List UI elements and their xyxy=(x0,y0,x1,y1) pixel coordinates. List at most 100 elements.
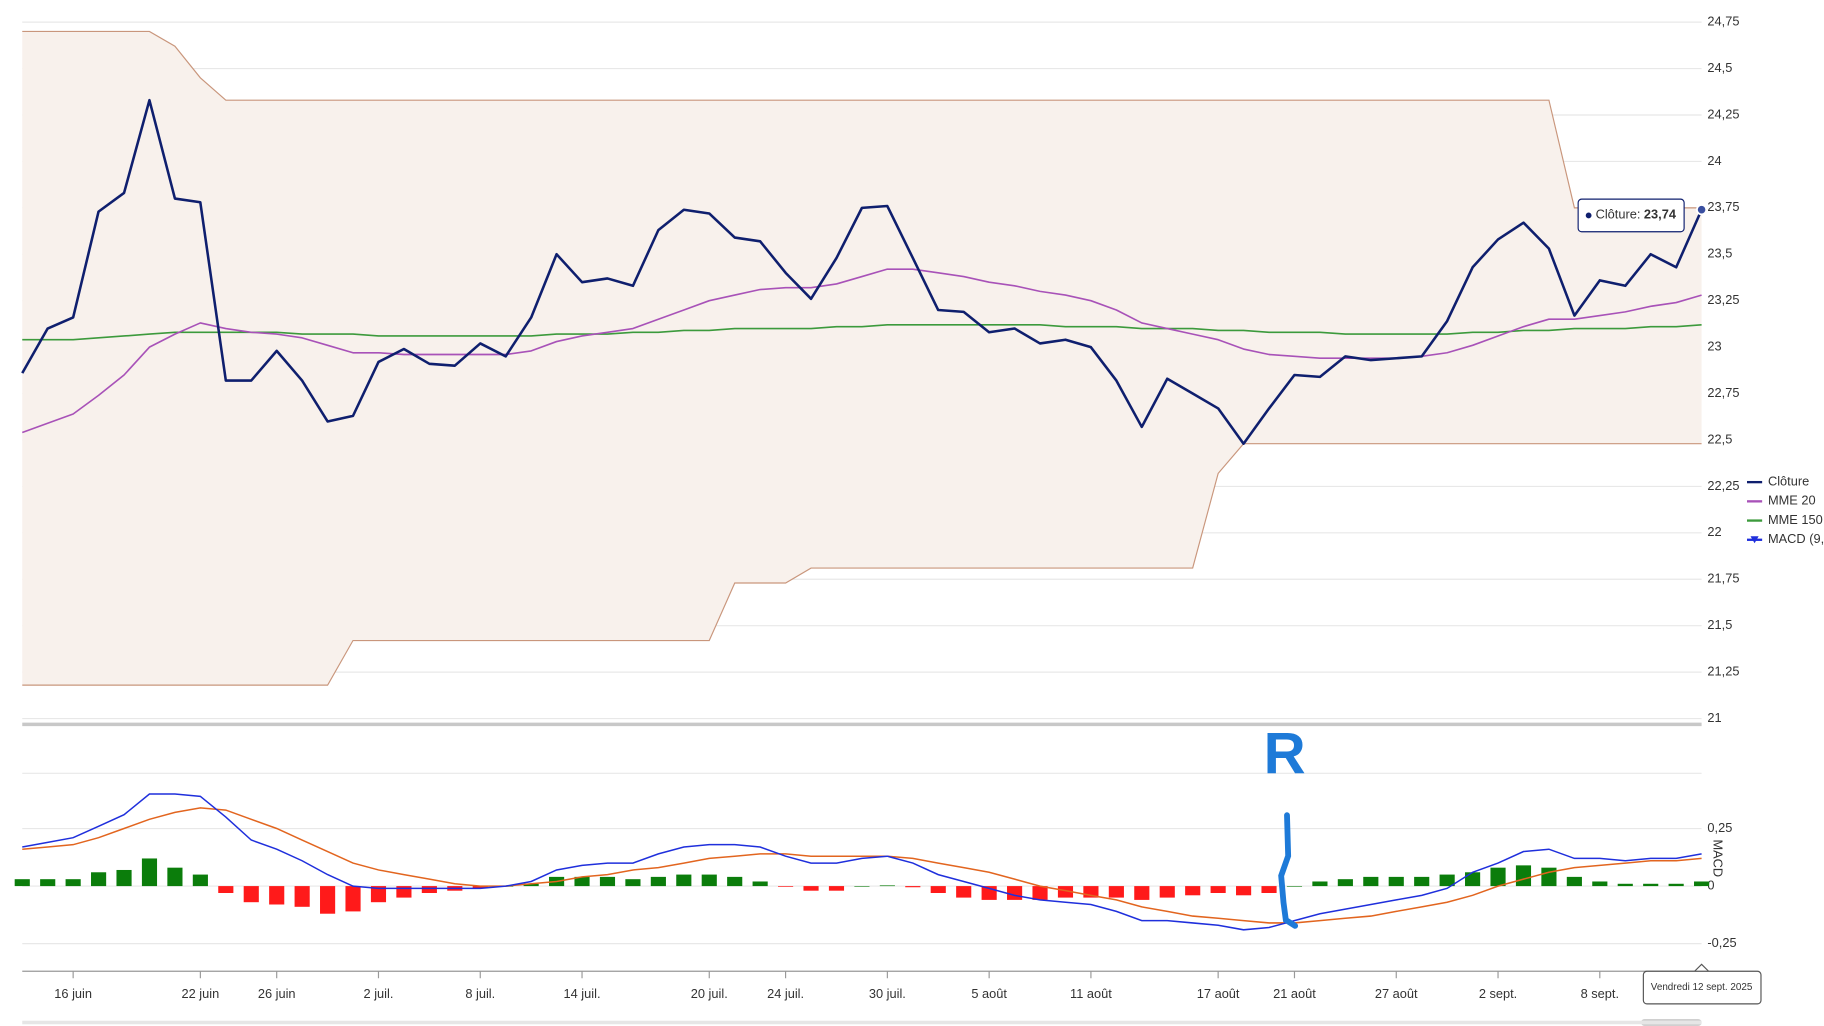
y-tick-label: 21,25 xyxy=(1707,664,1739,679)
y-tick-label: 0 xyxy=(1707,877,1714,892)
tooltip-label: Clôture: xyxy=(1596,207,1641,222)
histogram-bar xyxy=(1032,886,1048,900)
legend-marker xyxy=(1750,536,1759,544)
annotation: R xyxy=(1264,722,1306,787)
histogram-bar xyxy=(574,876,590,887)
histogram-bar xyxy=(269,886,285,905)
histogram-bar xyxy=(116,869,132,887)
x-tick-label: 24 juil. xyxy=(767,986,804,1001)
x-tick-label: 21 août xyxy=(1273,986,1316,1001)
tooltip: Clôture: 23,74 xyxy=(1577,198,1685,233)
histogram-bar xyxy=(1617,883,1633,887)
histogram-bar xyxy=(167,867,183,887)
y-tick-label: 22 xyxy=(1707,524,1721,539)
histogram-bar xyxy=(218,886,234,893)
histogram-bar xyxy=(14,879,30,887)
histogram-bar xyxy=(828,886,845,891)
histogram-bar xyxy=(1185,886,1201,896)
histogram-bar xyxy=(956,886,972,898)
histogram-bar xyxy=(1236,886,1252,896)
histogram-bar xyxy=(650,876,666,887)
signal-line xyxy=(22,807,1702,924)
legend-label: MME 20 xyxy=(1768,493,1816,508)
histogram-bar xyxy=(1439,874,1455,887)
tooltip-text: Clôture: 23,74 xyxy=(1596,207,1677,222)
y-tick-label: 23,25 xyxy=(1707,292,1739,307)
y-tick-label: 24,5 xyxy=(1707,60,1732,75)
legend-label: MME 150 xyxy=(1768,512,1823,527)
tooltip-value: 23,74 xyxy=(1644,207,1677,222)
histogram-bar xyxy=(91,872,107,887)
y-tick-label: 22,75 xyxy=(1707,385,1739,400)
histogram-bar xyxy=(879,885,895,887)
histogram-bar xyxy=(752,881,768,887)
y-tick-label: 21 xyxy=(1707,710,1721,725)
histogram-bar xyxy=(1515,865,1532,887)
histogram-bar xyxy=(701,874,717,887)
histogram-bar xyxy=(345,886,361,912)
histogram-bar xyxy=(1159,886,1175,898)
histogram-bar xyxy=(243,886,259,903)
annotation-bracket xyxy=(1278,812,1299,929)
channel-area xyxy=(22,31,1702,686)
x-tick-label: 20 juil. xyxy=(691,986,728,1001)
x-tick-label: 2 juil. xyxy=(364,986,394,1001)
legend-label: MACD (9, xyxy=(1768,531,1824,546)
histogram-bar xyxy=(370,886,387,903)
histogram-bar xyxy=(1134,886,1150,900)
channel-lower xyxy=(22,443,1702,686)
tooltip-box xyxy=(1577,198,1685,233)
histogram-bar xyxy=(599,876,616,887)
series-line xyxy=(22,323,1702,341)
histogram-bar xyxy=(320,886,336,914)
histogram-bar xyxy=(1057,886,1074,898)
histogram-bar xyxy=(1566,876,1582,887)
macd-line xyxy=(22,793,1702,931)
histogram-bar xyxy=(803,886,819,891)
x-tick-label: 8 juil. xyxy=(465,986,495,1001)
y-tick-label: 23,75 xyxy=(1707,199,1739,214)
histogram-bar xyxy=(1363,876,1379,887)
histogram-bar xyxy=(192,874,208,887)
histogram-bar xyxy=(1007,886,1023,900)
histogram-bar xyxy=(396,886,412,898)
histogram-bar xyxy=(40,879,56,887)
histogram-bar xyxy=(1108,886,1124,898)
x-tick-label: 2 sept. xyxy=(1479,986,1517,1001)
y-tick-label: 0,25 xyxy=(1707,820,1732,835)
x-tick-label: 27 août xyxy=(1375,986,1418,1001)
histogram-bar xyxy=(1668,883,1684,887)
histogram-bar xyxy=(905,886,921,888)
y-tick-label: 24 xyxy=(1707,153,1721,168)
x-tick-label: 8 sept. xyxy=(1581,986,1619,1001)
y-tick-label: 23 xyxy=(1707,339,1721,354)
x-tick-label: 5 août xyxy=(971,986,1007,1001)
x-tick-label: 11 août xyxy=(1070,986,1112,1001)
x-tick-label: 17 août xyxy=(1197,986,1240,1001)
tooltip-point xyxy=(1696,204,1708,216)
legend-label: Clôture xyxy=(1768,474,1809,489)
x-tick-label: 30 juil. xyxy=(869,986,906,1001)
series-line xyxy=(21,98,1703,445)
crosshair-pointer xyxy=(1694,963,1709,972)
histogram-bar xyxy=(1312,881,1328,887)
histogram-bar xyxy=(1083,886,1099,898)
histogram-bar xyxy=(1414,876,1430,887)
histogram-bar xyxy=(141,858,158,887)
histogram-bar xyxy=(1286,886,1303,887)
x-tick-label: 22 juin xyxy=(182,986,220,1001)
histogram-bar xyxy=(1490,867,1506,887)
crosshair-box xyxy=(1642,970,1762,1005)
histogram-bar xyxy=(1261,886,1277,893)
histogram-bar xyxy=(625,879,641,887)
axis-title: MACD xyxy=(1710,839,1725,877)
histogram-bar xyxy=(676,874,692,887)
y-tick-label: 21,5 xyxy=(1707,617,1732,632)
histogram-bar xyxy=(727,876,743,887)
y-tick-label: 22,5 xyxy=(1707,431,1732,446)
histogram-bar xyxy=(1210,886,1226,893)
y-tick-label: 24,25 xyxy=(1707,106,1739,121)
y-tick-label: 22,25 xyxy=(1707,478,1739,493)
x-tick-label: 14 juil. xyxy=(564,986,601,1001)
